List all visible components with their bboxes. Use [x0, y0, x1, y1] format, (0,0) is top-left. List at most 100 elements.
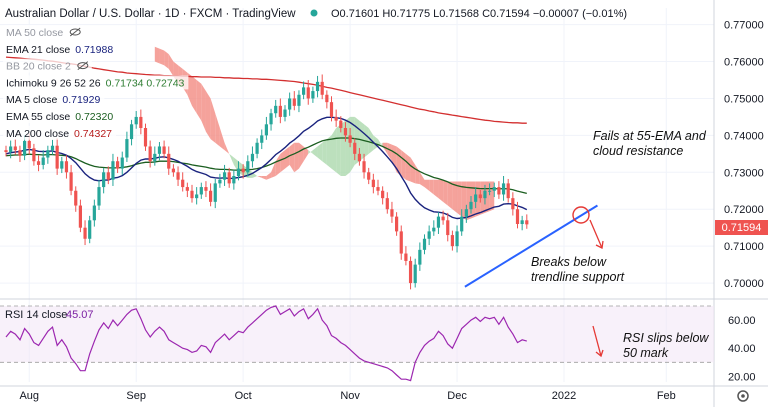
candle-body	[162, 146, 166, 154]
symbol-title: Australian Dollar / U.S. Dollar · 1D · F…	[5, 8, 296, 20]
candle-body	[111, 161, 115, 180]
breakdown-highlight-circle	[572, 206, 590, 224]
cloud-segment	[168, 54, 174, 77]
candle-body	[362, 161, 366, 173]
candle-body	[302, 87, 306, 95]
cloud-segment	[201, 83, 206, 132]
candle-body	[13, 146, 17, 151]
eye-hidden-icon	[77, 61, 89, 70]
candle-body	[353, 142, 357, 154]
legend-value: 0.71988	[75, 44, 113, 56]
candle-body	[46, 150, 50, 158]
price-tick-label: 0.76000	[724, 57, 764, 69]
candle-body	[343, 128, 348, 136]
cloud-segment	[419, 172, 425, 188]
gear-icon[interactable]	[737, 390, 749, 402]
cloud-segment	[312, 146, 318, 158]
ema55-line	[5, 137, 527, 195]
candle-body	[469, 201, 473, 210]
candle-body	[218, 179, 222, 184]
cloud-segment	[457, 181, 462, 217]
cloud-segment	[215, 113, 220, 147]
trendline	[464, 204, 598, 288]
candle-body	[204, 187, 208, 191]
last-price-tag	[715, 220, 768, 235]
candle-body	[511, 198, 515, 210]
cloud-segment	[443, 179, 448, 206]
legend-label: EMA 55 close	[6, 111, 70, 123]
legend-row-bg	[3, 58, 92, 73]
legend-row-bg	[3, 41, 118, 56]
candle-body	[157, 146, 162, 154]
legend-row-bg	[3, 92, 105, 107]
candle-body	[41, 157, 45, 165]
rsi-band	[0, 306, 714, 363]
candle-body	[357, 153, 361, 162]
cloud-segment	[294, 142, 299, 173]
candle-body	[236, 168, 241, 176]
candle-body	[255, 142, 259, 154]
annotation-fails-line2: cloud resistance	[593, 144, 683, 158]
candle-body	[92, 205, 96, 221]
legend-label: Ichimoku 9 26 52 26	[6, 77, 101, 89]
candle-body	[125, 139, 129, 158]
candle-body	[246, 161, 250, 173]
candle-body	[269, 113, 273, 125]
cloud-segment	[331, 128, 337, 173]
candle-body	[60, 161, 64, 169]
candle-body	[78, 205, 82, 228]
price-tick-label: 0.71000	[724, 241, 764, 253]
candle-body	[153, 153, 157, 162]
candle-body	[167, 153, 171, 169]
time-tick-label: Dec	[447, 390, 467, 402]
candle-body	[395, 216, 399, 232]
candle-body	[460, 216, 464, 232]
candle-body	[83, 227, 87, 239]
cloud-segment	[298, 142, 304, 169]
last-price-label: 0.71594	[722, 222, 762, 234]
candle-body	[4, 150, 8, 152]
candle-body	[102, 172, 106, 188]
candle-body	[18, 150, 22, 156]
rsi-pane	[0, 305, 714, 382]
candle-body	[436, 216, 441, 228]
candle-body	[408, 260, 413, 284]
candle-body	[501, 183, 506, 195]
candle-body	[181, 179, 185, 188]
candle-body	[116, 161, 120, 169]
annotation-breaks-line2: trendline support	[531, 270, 625, 284]
candle-body	[264, 124, 268, 136]
candle-body	[199, 187, 203, 195]
legend-row-bg	[3, 109, 118, 123]
cloud-segment	[484, 181, 490, 213]
cloud-segment	[410, 157, 416, 184]
cloud-segment	[424, 179, 430, 191]
candle-body	[32, 148, 36, 162]
cloud-segment	[229, 153, 234, 165]
cloud-segment	[219, 128, 225, 151]
cloud-segment	[350, 116, 355, 173]
rsi-tick-label: 60.00	[728, 315, 756, 327]
legend-row-bg	[3, 25, 85, 39]
cloud-segment	[322, 139, 327, 165]
price-axis: 0.77000 0.76000 0.75000 0.74000 0.73000 0.720…	[724, 20, 764, 384]
cloud-segment	[192, 76, 197, 114]
candle-body	[143, 128, 148, 147]
indicator-lines	[5, 56, 528, 220]
candle-body	[348, 135, 352, 143]
candle-body	[88, 220, 92, 239]
candle-body	[148, 146, 152, 162]
candle-body	[278, 105, 282, 117]
candle-body	[129, 124, 134, 140]
candle-body	[418, 249, 422, 265]
cloud-segment	[480, 181, 485, 215]
cloud-segment	[405, 153, 411, 182]
indicator-legend: MA 50 close EMA 21 close 0.71988 BB 20 clos…	[3, 25, 189, 140]
candle-body	[497, 187, 501, 195]
candle-body	[106, 172, 110, 180]
ohlc-readout: O0.71601 H0.71775 L0.71568 C0.71594 −0.0…	[331, 8, 627, 20]
legend-value: 0.71929	[62, 94, 100, 106]
cloud-segment	[289, 142, 295, 173]
candle-body	[23, 140, 27, 156]
candle-body	[399, 231, 403, 254]
